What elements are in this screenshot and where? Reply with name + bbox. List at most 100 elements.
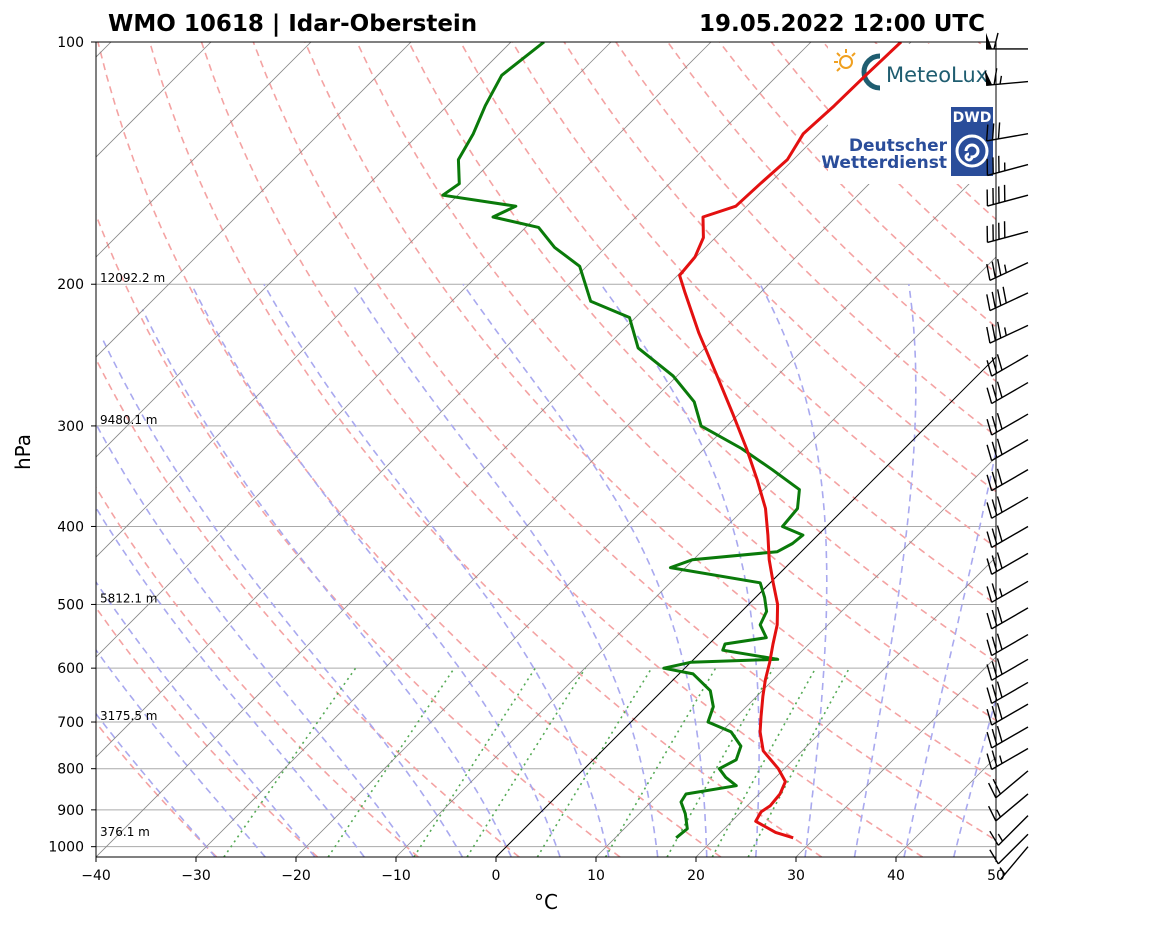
wind-barb-staff [991, 525, 1029, 549]
isotherm [595, 456, 996, 857]
wind-barb-full [996, 606, 1003, 624]
wind-barb-full [986, 687, 993, 704]
wind-barb-full [991, 528, 998, 545]
wind-barb-staff [991, 747, 1029, 771]
dry-adiabat [563, 42, 996, 493]
dry-adiabat [96, 606, 319, 857]
mixing-ratio-line [327, 667, 455, 857]
wind-barb-half [999, 755, 1003, 764]
x-axis-label: °C [534, 890, 558, 914]
wind-barb [989, 815, 1029, 846]
wind-barb-full [996, 725, 1003, 743]
wind-barb-full [996, 321, 1002, 339]
wind-barb-full [991, 636, 998, 653]
wind-barb [989, 833, 1029, 865]
wind-barb-full [991, 291, 997, 309]
wind-barb-full [996, 354, 1003, 371]
wind-barb-full [996, 525, 1003, 542]
dry-adiabat [148, 42, 823, 857]
wind-barb-full [991, 684, 998, 701]
x-tick-label: 40 [887, 868, 905, 884]
wind-barb [984, 68, 1029, 86]
wind-barb [986, 155, 1029, 177]
mixing-ratio-line [223, 667, 357, 857]
y-tick-label: 700 [57, 715, 84, 731]
height-annotation: 3175.5 m [100, 709, 158, 723]
y-tick-label: 200 [57, 277, 84, 293]
wind-barb-full [996, 289, 1002, 306]
moist-adiabat [903, 447, 996, 857]
wind-barb-staff [991, 633, 1029, 657]
wind-barb-full [986, 387, 993, 404]
wind-barb-staff [1000, 846, 1029, 880]
y-tick-label: 400 [57, 519, 84, 535]
y-tick-label: 100 [57, 35, 84, 51]
wind-barb-half [1003, 264, 1007, 273]
dry-adiabat [1030, 42, 1160, 857]
zero-isotherm [495, 356, 996, 857]
wind-barb-full [996, 633, 1003, 650]
x-tick-label: 10 [587, 868, 605, 884]
wind-barb-staff [987, 163, 1029, 177]
wind-barb-full [993, 68, 998, 85]
dry-adiabat [96, 357, 520, 857]
wind-barb-staff [989, 261, 1029, 281]
dry-adiabat [615, 42, 996, 438]
x-tick-label: 50 [987, 868, 1005, 884]
wind-barb-full [991, 416, 998, 433]
wind-barb-full [986, 294, 991, 311]
wind-barb-full [991, 123, 995, 140]
dry-adiabat [304, 42, 996, 781]
dry-adiabat [97, 42, 722, 857]
dry-adiabat [96, 721, 218, 857]
x-tick-label: −20 [281, 868, 311, 884]
wind-barb-staff [991, 658, 1029, 681]
wind-barb-full [986, 586, 993, 603]
wind-barb [986, 258, 1029, 281]
wind-barb [986, 525, 1029, 549]
sounding-profiles [441, 42, 903, 840]
wind-barb [986, 580, 1029, 603]
wind-barb [986, 606, 1029, 630]
mixing-ratio-line [747, 667, 850, 857]
wind-barb-half [999, 867, 1006, 875]
wind-barb-full [986, 444, 993, 461]
dwd-spiral-icon [955, 134, 989, 168]
wind-barb [986, 32, 1028, 50]
wind-barb-full [991, 583, 998, 600]
wind-barb-full [986, 264, 991, 281]
wind-barb-full [986, 360, 993, 377]
wind-barb-staff [991, 413, 1029, 436]
moist-adiabat [141, 309, 512, 857]
wind-barb-full [996, 258, 1002, 276]
wind-barb-full [986, 731, 993, 749]
isotherm [96, 42, 312, 258]
wind-barb [986, 321, 1029, 344]
dry-adiabat [459, 42, 996, 606]
wind-barb-staff [991, 552, 1029, 575]
wind-barb-staff [997, 833, 1029, 865]
wind-barb [986, 184, 1029, 207]
moist-adiabat [759, 283, 828, 857]
height-annotation: 376.1 m [100, 825, 150, 839]
wind-barb-full [991, 384, 998, 401]
isotherm [395, 256, 996, 857]
wind-barb-full [991, 261, 997, 278]
wind-barb [999, 846, 1029, 880]
wind-barb-full [987, 805, 997, 822]
isotherm [96, 42, 912, 857]
isotherm [0, 42, 11, 857]
wind-barb [986, 703, 1029, 726]
dry-adiabat [96, 486, 419, 857]
wind-barb [986, 747, 1029, 771]
wind-barb-full [996, 438, 1003, 455]
wind-barb-half [999, 588, 1003, 597]
wind-barb-full [991, 324, 997, 341]
wind-barb-staff [991, 726, 1029, 749]
wind-barb-full [986, 664, 993, 681]
wind-barb-full [997, 122, 1001, 139]
wind-barb [986, 496, 1029, 519]
wind-barb [986, 658, 1029, 681]
wind-barb-staff [995, 770, 1029, 799]
wind-barb-full [991, 471, 998, 488]
